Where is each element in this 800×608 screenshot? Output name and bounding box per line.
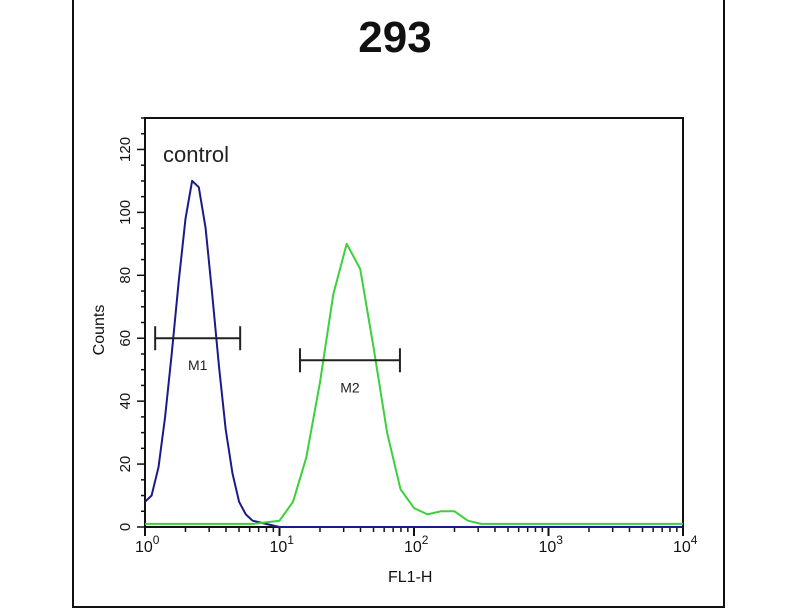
chart-title: 293 (358, 13, 431, 62)
y-tick-label: 60 (117, 330, 134, 347)
y-tick-label: 40 (117, 393, 134, 410)
y-tick-label: 20 (117, 456, 134, 473)
x-tick-label: 104 (673, 533, 698, 556)
y-tick-label: 120 (117, 137, 134, 162)
y-tick-label: 100 (117, 200, 134, 225)
x-tick-label: 103 (539, 533, 564, 556)
gate-label: M2 (340, 379, 360, 395)
x-tick-label: 100 (135, 533, 160, 556)
y-tick-label: 80 (117, 267, 134, 284)
gate-marker-m1: M1 (154, 326, 242, 373)
gate-label: M1 (188, 357, 208, 373)
plot-area (144, 117, 684, 528)
histogram-series-1 (144, 179, 683, 528)
annotation-control: control (163, 142, 229, 167)
x-axis-label: FL1-H (388, 569, 432, 586)
y-tick-label: 0 (117, 523, 134, 531)
x-tick-label: 102 (404, 533, 429, 556)
gate-marker-m2: M2 (298, 348, 401, 395)
x-tick-label: 101 (270, 533, 295, 556)
y-axis-label: Counts (91, 305, 108, 356)
histogram-series-2 (145, 242, 683, 525)
